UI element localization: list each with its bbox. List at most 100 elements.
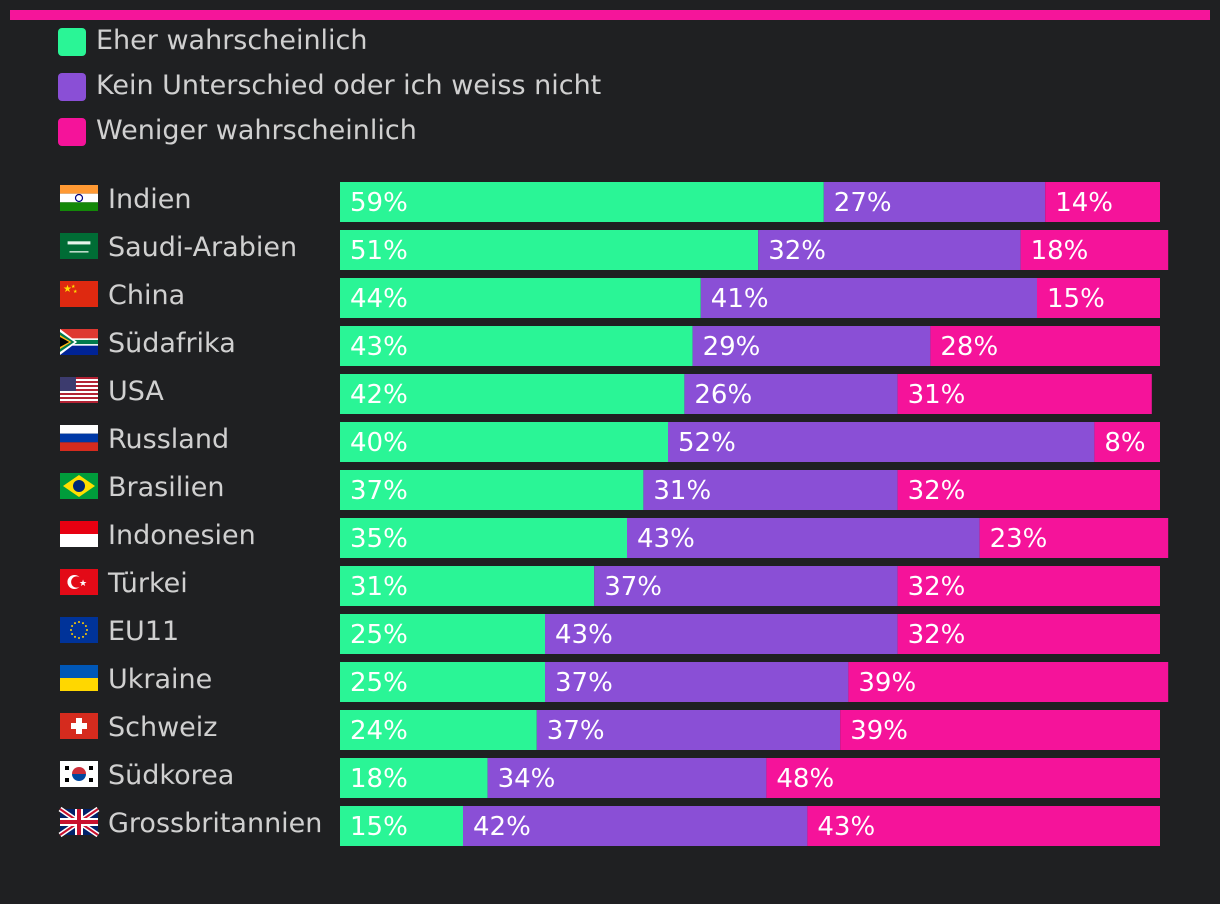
country-label: Indien: [108, 184, 191, 215]
data-label-likely: 51%: [350, 236, 408, 266]
legend-label-less: Weniger wahrscheinlich: [96, 115, 417, 146]
bar-row: Schweiz 24% 37% 39%: [60, 710, 1160, 750]
country-label: Brasilien: [108, 472, 224, 503]
svg-text:★: ★: [73, 289, 78, 295]
data-label-neutral: 52%: [678, 428, 736, 458]
bar-segment-neutral: [487, 758, 767, 798]
data-label-neutral: 37%: [555, 668, 613, 698]
data-label-likely: 15%: [350, 812, 408, 842]
flag-eu-icon: [60, 617, 98, 643]
bar-segment-likely: [340, 230, 759, 270]
legend-label-likely: Eher wahrscheinlich: [96, 25, 368, 56]
bar-segment-less: [897, 470, 1160, 510]
svg-text:★: ★: [63, 284, 72, 295]
data-label-neutral: 26%: [694, 380, 752, 410]
bar-segment-neutral: [758, 230, 1021, 270]
bar-segment-less: [1020, 230, 1169, 270]
flag-russia-icon: [60, 425, 98, 451]
data-label-neutral: 27%: [834, 188, 892, 218]
data-label-likely: 37%: [350, 476, 408, 506]
flag-ukraine-icon: [60, 665, 98, 691]
data-label-less: 23%: [990, 524, 1048, 554]
bar-segment-neutral: [668, 422, 1095, 462]
bar-segment-less: [897, 614, 1160, 654]
bar-segment-neutral: [545, 662, 849, 702]
bar-segment-likely: [340, 326, 693, 366]
data-label-likely: 43%: [350, 332, 408, 362]
bar-segment-less: [1094, 422, 1160, 462]
data-label-neutral: 29%: [703, 332, 761, 362]
bar-segment-likely: [340, 278, 701, 318]
bar-row: Indonesien 35% 43% 23%: [60, 518, 1169, 558]
data-label-likely: 44%: [350, 284, 408, 314]
bar-segment-likely: [340, 758, 488, 798]
data-label-less: 32%: [908, 620, 966, 650]
bar-segment-neutral: [643, 470, 898, 510]
data-label-less: 43%: [817, 812, 875, 842]
data-label-less: 39%: [858, 668, 916, 698]
flag-brazil-icon: [60, 473, 98, 499]
data-label-neutral: 32%: [768, 236, 826, 266]
bar-row: Russland 40% 52% 8%: [60, 422, 1160, 462]
bar-segment-neutral: [700, 278, 1037, 318]
flag-turkey-icon: ★: [60, 569, 98, 595]
bar-segment-neutral: [463, 806, 808, 846]
bar-segment-less: [979, 518, 1169, 558]
flag-switzerland-icon: [60, 713, 98, 739]
bar-segment-likely: [340, 566, 595, 606]
data-label-less: 32%: [908, 572, 966, 602]
country-label: Südafrika: [108, 328, 236, 359]
country-label: Ukraine: [108, 664, 212, 695]
country-label: Indonesien: [108, 520, 256, 551]
bar-segment-less: [897, 374, 1152, 414]
bar-segment-neutral: [684, 374, 898, 414]
flag-saudi-arabia-icon: [60, 233, 98, 259]
svg-text:★: ★: [79, 579, 87, 589]
data-label-likely: 25%: [350, 620, 408, 650]
bar-segment-less: [930, 326, 1160, 366]
bar-segment-likely: [340, 182, 824, 222]
bar-row: Südafrika 43% 29% 28%: [60, 326, 1160, 366]
bar-segment-likely: [340, 422, 668, 462]
bar-segment-neutral: [536, 710, 841, 750]
flag-india-icon: [60, 185, 98, 211]
data-label-likely: 18%: [350, 764, 408, 794]
bar-segment-likely: [340, 518, 627, 558]
data-label-less: 18%: [1031, 236, 1089, 266]
bar-segment-likely: [340, 470, 644, 510]
data-label-neutral: 37%: [604, 572, 662, 602]
bar-segment-less: [840, 710, 1160, 750]
data-label-neutral: 34%: [498, 764, 556, 794]
data-label-neutral: 43%: [637, 524, 695, 554]
bar-row: Indien 59% 27% 14%: [60, 182, 1160, 222]
data-label-likely: 31%: [350, 572, 408, 602]
country-label: Schweiz: [108, 712, 217, 743]
country-label: Russland: [108, 424, 229, 455]
bar-segment-less: [897, 566, 1160, 606]
bar-segment-neutral: [627, 518, 980, 558]
data-label-neutral: 43%: [555, 620, 613, 650]
legend-swatch-less: [58, 118, 86, 146]
data-label-less: 39%: [850, 716, 908, 746]
legend-swatch-likely: [58, 28, 86, 56]
bar-segment-less: [807, 806, 1160, 846]
data-label-likely: 42%: [350, 380, 408, 410]
top-accent-rule: [10, 10, 1210, 20]
bar-segment-neutral: [823, 182, 1046, 222]
bar-row: Grossbritannien 15% 42% 43%: [58, 806, 1160, 846]
flag-south-korea-icon: [60, 761, 98, 787]
bar-segment-less: [848, 662, 1169, 702]
country-label: Saudi-Arabien: [108, 232, 297, 263]
data-label-neutral: 42%: [473, 812, 531, 842]
data-label-less: 32%: [908, 476, 966, 506]
data-label-likely: 40%: [350, 428, 408, 458]
data-label-less: 48%: [776, 764, 834, 794]
data-label-likely: 59%: [350, 188, 408, 218]
data-label-less: 14%: [1055, 188, 1113, 218]
flag-south-africa-icon: [60, 329, 98, 355]
svg-text:★: ★: [71, 284, 76, 290]
flag-usa-icon: [60, 377, 98, 403]
bar-row: EU11 25% 43% 32%: [60, 614, 1160, 654]
bar-segment-likely: [340, 374, 685, 414]
